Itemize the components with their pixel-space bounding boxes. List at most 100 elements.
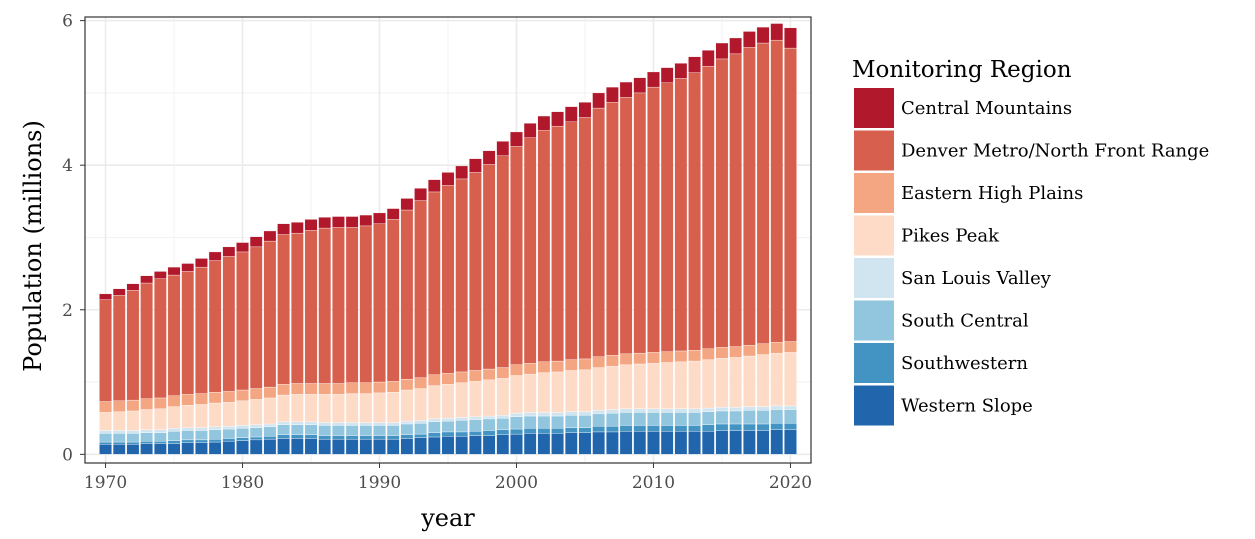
bar-segment	[715, 42, 729, 60]
legend-swatch	[854, 173, 894, 213]
bar-segment	[427, 385, 441, 420]
bar-segment	[263, 386, 277, 399]
bar-segment	[222, 441, 236, 455]
bar-segment	[701, 407, 715, 412]
legend-label: Central Mountains	[901, 98, 1072, 119]
bar-segment	[332, 425, 345, 436]
bar-segment	[688, 425, 701, 432]
bar-segment	[126, 433, 140, 443]
bar-segment	[592, 367, 606, 411]
bar-segment	[633, 77, 647, 94]
bar-segment	[400, 420, 414, 425]
bar-segment	[496, 434, 510, 455]
bar-segment	[688, 412, 701, 426]
bar-segment	[729, 423, 742, 431]
bar-segment	[181, 271, 195, 395]
bar-segment	[277, 394, 290, 422]
bar-segment	[441, 436, 455, 455]
bar-segment	[249, 246, 263, 389]
bar-segment	[167, 440, 181, 444]
bar-segment	[99, 430, 112, 434]
bar-segment	[290, 232, 304, 384]
bar-segment	[332, 383, 345, 395]
bar-segment	[770, 409, 784, 424]
bar-segment	[564, 370, 578, 412]
bar-segment	[414, 433, 427, 438]
bar-segment	[441, 172, 455, 186]
bar-segment	[167, 428, 181, 432]
bar-segment	[249, 439, 263, 455]
bar-segment	[359, 382, 373, 394]
bar-segment	[359, 422, 373, 426]
bar-segment	[277, 384, 290, 396]
bar-segment	[715, 347, 729, 359]
bar-segment	[427, 436, 441, 455]
bar-segment	[564, 121, 578, 360]
bar-segment	[208, 251, 222, 261]
legend-swatch	[854, 343, 894, 383]
bar-segment	[441, 418, 455, 422]
bar-segment	[249, 436, 263, 441]
bar-segment	[112, 400, 126, 412]
bar-segment	[112, 288, 126, 296]
bar-segment	[140, 443, 153, 455]
bar-segment	[400, 209, 414, 380]
bar-segment	[154, 429, 167, 433]
bar-segment	[318, 394, 332, 423]
bar-segment	[345, 438, 359, 455]
legend-label: Eastern High Plains	[901, 183, 1083, 204]
bar-segment	[304, 438, 318, 455]
bar-segment	[523, 428, 537, 434]
bar-segment	[510, 428, 523, 435]
bar-segment	[99, 412, 112, 431]
bar-segment	[304, 421, 318, 425]
bar-segment	[126, 283, 140, 291]
bar-segment	[660, 67, 674, 83]
bar-segment	[743, 47, 756, 346]
bar-segment	[537, 415, 551, 429]
bar-segment	[482, 379, 496, 417]
bar-segment	[181, 442, 195, 455]
bar-segment	[208, 429, 222, 440]
bar-segment	[208, 391, 222, 404]
bar-segment	[236, 440, 249, 455]
bar-segment	[729, 410, 742, 425]
bar-segment	[551, 415, 564, 429]
bar-segment	[743, 31, 756, 48]
bar-segment	[510, 416, 523, 430]
bar-segment	[469, 431, 482, 436]
bar-segment	[126, 410, 140, 431]
bar-segment	[304, 424, 318, 435]
bar-segment	[619, 408, 633, 413]
bar-segment	[359, 225, 373, 383]
bar-segment	[236, 425, 249, 429]
bar-segment	[523, 363, 537, 375]
bar-segment	[729, 407, 742, 412]
bar-segment	[784, 409, 797, 424]
bar-segment	[99, 433, 112, 443]
bar-segment	[619, 353, 633, 365]
bar-segment	[606, 431, 619, 455]
bar-segment	[743, 406, 756, 411]
bar-segment	[373, 425, 386, 436]
bar-segment	[701, 411, 715, 425]
bar-segment	[688, 360, 701, 409]
bar-segment	[386, 391, 400, 423]
bar-segment	[496, 378, 510, 416]
bar-segment	[496, 367, 510, 379]
bar-segment	[688, 408, 701, 413]
bar-segment	[400, 438, 414, 455]
bar-segment	[263, 426, 277, 437]
bar-segment	[345, 227, 359, 383]
bar-segment	[496, 155, 510, 368]
bar-segment	[400, 198, 414, 211]
bar-segment	[578, 358, 592, 370]
bar-segment	[112, 433, 126, 443]
y-tick-label: 2	[62, 301, 73, 321]
bar-segment	[619, 97, 633, 355]
bar-segment	[386, 438, 400, 455]
bar-segment	[784, 352, 797, 407]
bar-segment	[606, 355, 619, 367]
bar-segment	[647, 408, 660, 413]
bar-segment	[99, 441, 112, 445]
